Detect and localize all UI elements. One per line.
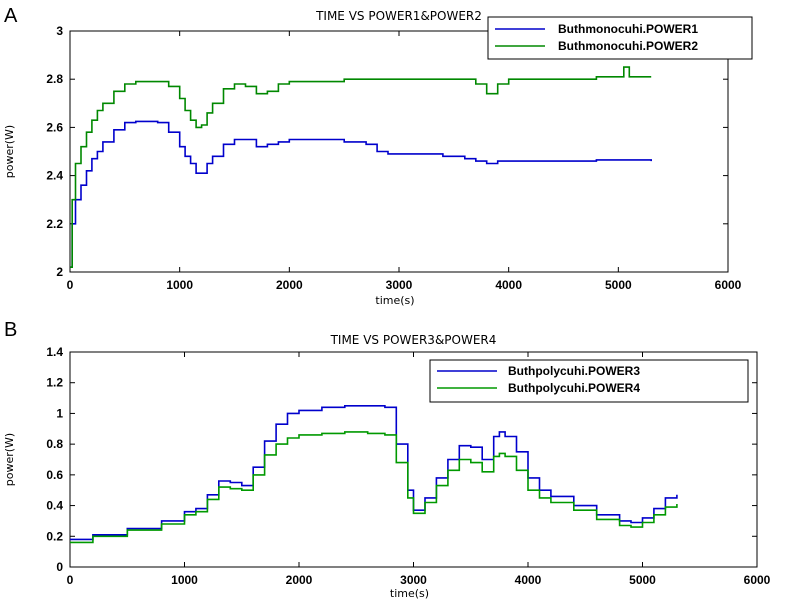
panel-a-xtick-label: 4000 — [495, 278, 522, 292]
panel-a-ylabel: power(W) — [3, 125, 16, 178]
panel-a-ytick-label: 3 — [56, 24, 63, 38]
panel-a-letter: A — [4, 5, 18, 27]
panel-b-series-line-1 — [70, 405, 678, 541]
panel-a-series-line-1 — [70, 120, 652, 268]
panel-b-legend-box — [429, 359, 749, 403]
panel-b-xtick-label: 2000 — [286, 573, 313, 587]
panel-a-xtick-label: 1000 — [166, 278, 193, 292]
panel-b-xtick-label: 5000 — [629, 573, 656, 587]
panel-b-xtick-label: 6000 — [744, 573, 771, 587]
panel-a-ytick-label: 2.2 — [46, 217, 63, 231]
panel-a-ytick-label: 2.4 — [46, 169, 63, 183]
panel-a-xtick-label: 2000 — [276, 278, 303, 292]
panel-b-xtick-label: 3000 — [400, 573, 427, 587]
panel-b-ylabel: power(W) — [3, 433, 16, 486]
panel-b-series-line-2 — [70, 431, 678, 544]
panel-b-ytick-label: 1 — [56, 406, 63, 420]
panel-a-legend-entry-2: Buthmonocuhi.POWER2 — [558, 39, 698, 53]
panel-b-ytick-label: 0.4 — [46, 499, 63, 513]
panel-b-ytick-label: 0 — [56, 560, 63, 574]
panel-b-ytick-label: 1.4 — [46, 345, 63, 359]
panel-a-plot-area — [69, 30, 729, 273]
panel-a-xtick-label: 5000 — [605, 278, 632, 292]
panel-b-ytick-label: 0.6 — [46, 468, 63, 482]
panel-b-title: TIME VS POWER3&POWER4 — [330, 333, 497, 347]
panel-b-letter: B — [4, 319, 17, 341]
panel-a-xtick-label: 3000 — [386, 278, 413, 292]
panel-a-title: TIME VS POWER1&POWER2 — [315, 9, 482, 23]
panel-b-ytick-label: 0.8 — [46, 437, 63, 451]
panel-a-xtick-label: 0 — [67, 278, 74, 292]
panel-a-ytick-label: 2.8 — [46, 72, 63, 86]
panel-b-xlabel: time(s) — [390, 587, 429, 600]
panel-b-legend-entry-1: Buthpolycuhi.POWER3 — [508, 364, 640, 378]
panel-b-xtick-label: 1000 — [171, 573, 198, 587]
panel-a-xlabel: time(s) — [375, 294, 414, 307]
panel-b-ytick-label: 0.2 — [46, 529, 63, 543]
panel-a-xtick-label: 6000 — [715, 278, 742, 292]
panel-b-legend-entry-2: Buthpolycuhi.POWER4 — [508, 381, 640, 395]
panel-b-xtick-label: 4000 — [515, 573, 542, 587]
panel-a-ytick-label: 2 — [56, 265, 63, 279]
panel-a-legend-box — [487, 16, 753, 60]
panel-b-ytick-label: 1.2 — [46, 376, 63, 390]
panel-a-ytick-label: 2.6 — [46, 120, 63, 134]
panel-b-xtick-label: 0 — [67, 573, 74, 587]
panel-a-series-line-2 — [70, 66, 652, 268]
panel-a-legend-entry-1: Buthmonocuhi.POWER1 — [558, 22, 698, 36]
